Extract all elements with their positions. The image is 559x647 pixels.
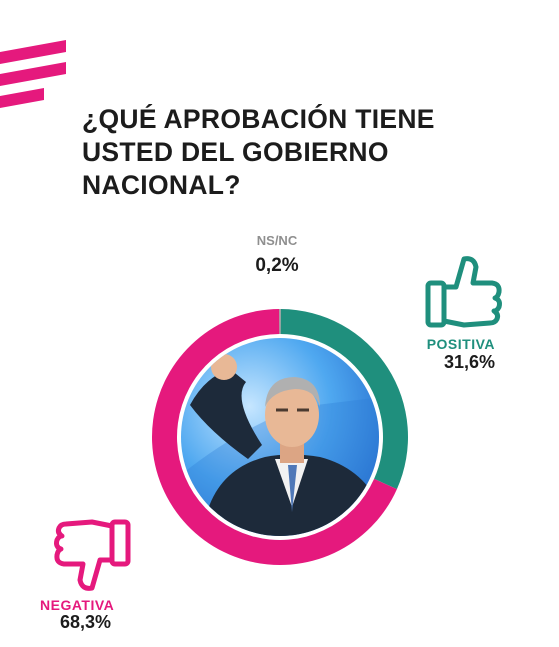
slice-positiva bbox=[280, 309, 409, 490]
title-line: NACIONAL? bbox=[82, 170, 241, 200]
negative-label: NEGATIVA bbox=[40, 597, 115, 613]
slice-nsnc bbox=[279, 309, 281, 335]
politician-photo bbox=[178, 335, 382, 539]
thumbs-down-icon bbox=[54, 519, 131, 591]
donut-chart bbox=[152, 309, 409, 565]
donut-slices bbox=[152, 309, 409, 565]
nsnc-value: 0,2% bbox=[255, 255, 299, 276]
nsnc-label: NS/NC bbox=[256, 233, 298, 248]
thumbs-up-icon bbox=[425, 256, 502, 328]
negative-value: 68,3% bbox=[60, 612, 112, 632]
positive-value: 31,6% bbox=[443, 352, 495, 372]
positive-label: POSITIVA bbox=[426, 336, 495, 352]
title-line: USTED DEL GOBIERNO bbox=[82, 137, 389, 167]
title-line: ¿QUÉ APROBACIÓN TIENE bbox=[82, 104, 435, 134]
chart-title: ¿QUÉ APROBACIÓN TIENE USTED DEL GOBIERNO… bbox=[82, 103, 502, 202]
brand-logo bbox=[0, 40, 66, 108]
